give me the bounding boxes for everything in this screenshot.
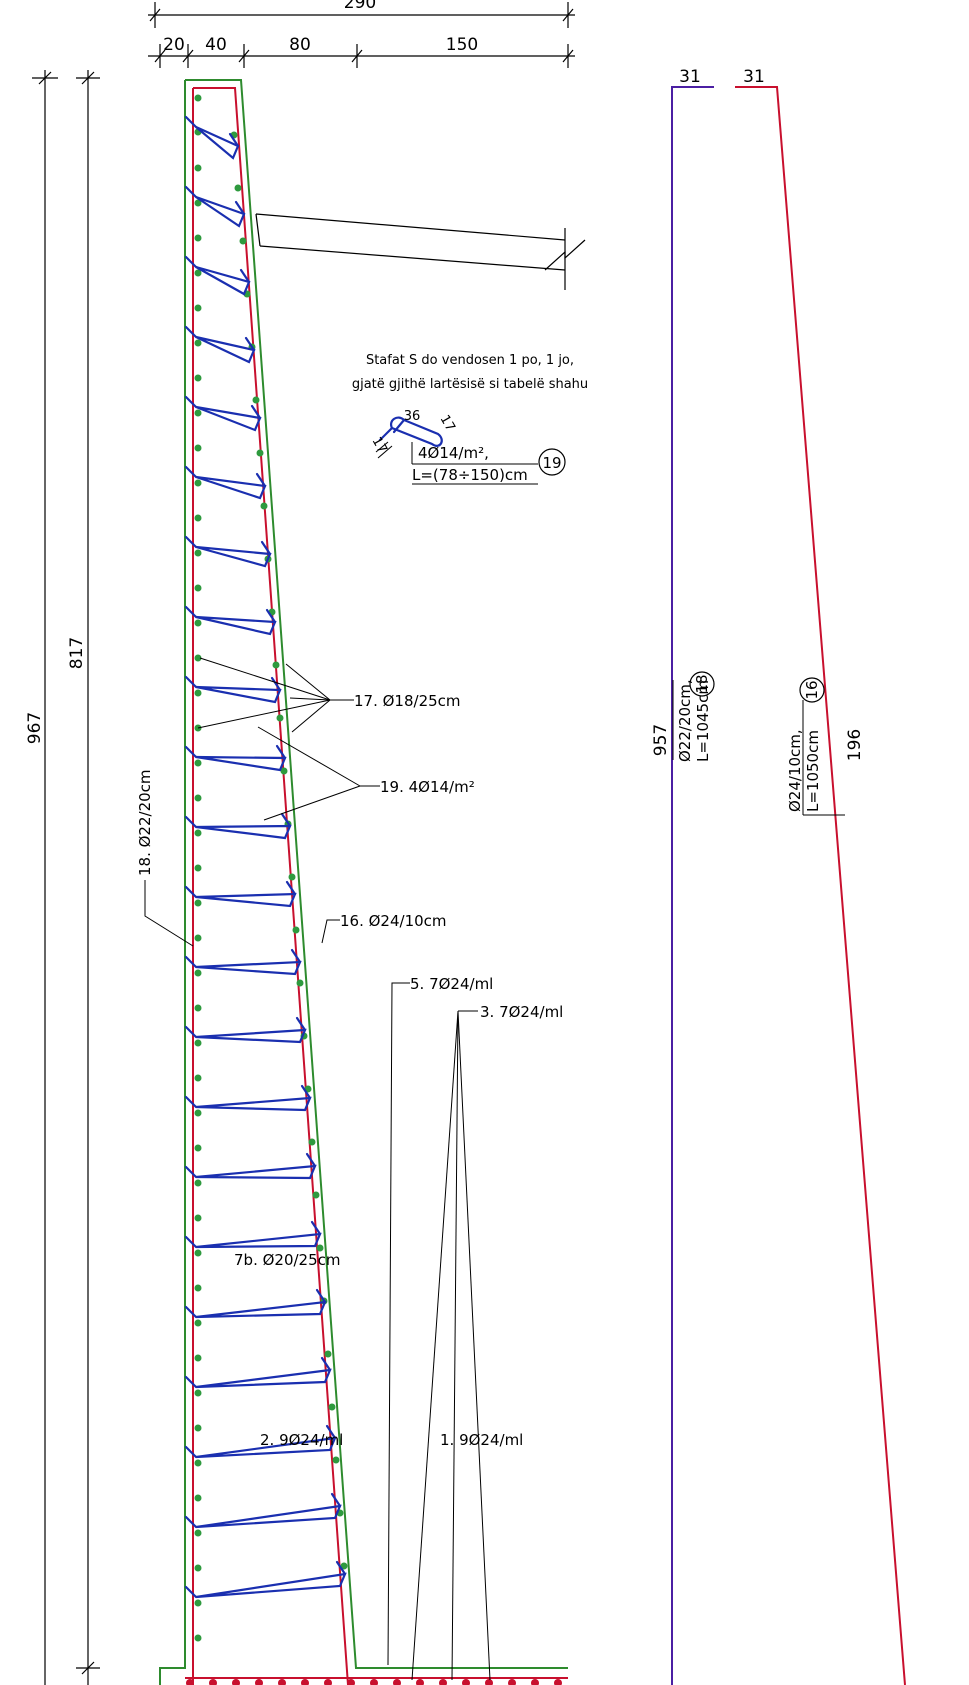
bar-16-spec: Ø24/10cm, bbox=[786, 729, 804, 812]
stirrup-dim-a: 36 bbox=[404, 409, 421, 424]
dim-left-total: 967 bbox=[25, 712, 45, 744]
wall-inner-face bbox=[159, 80, 186, 1685]
bar-18-length: L=1045cm bbox=[694, 680, 712, 762]
bar-18-schedule-shape bbox=[671, 86, 714, 1685]
label-17: 17. Ø18/25cm bbox=[354, 692, 461, 710]
bar-16-schedule-shape bbox=[735, 86, 906, 1685]
dim-top-total: 290 bbox=[344, 0, 376, 13]
leader-19 bbox=[257, 726, 380, 821]
label-18: 18. Ø22/20cm bbox=[136, 769, 154, 876]
dim-top-seg-3: 80 bbox=[289, 35, 311, 55]
note-line-2: gjatë gjithë lartësisë si tabelë shahu bbox=[352, 377, 588, 392]
bar-18-top-leg: 31 bbox=[679, 67, 701, 87]
stirrup-detail-ticks bbox=[375, 441, 538, 485]
stirrup-mark: 19 bbox=[542, 454, 561, 472]
stirrup-dim-c: 17 bbox=[369, 435, 390, 457]
bar-18-spec: Ø22/20cm, bbox=[676, 679, 694, 762]
stirrup-spec: 4Ø14/m², bbox=[418, 444, 489, 462]
leader-3 bbox=[411, 1010, 491, 1681]
dim-top-seg-1: 20 bbox=[163, 35, 185, 55]
stirrups-19 bbox=[184, 115, 347, 1599]
bar-16-length: L=1050cm bbox=[804, 730, 822, 812]
leader-16 bbox=[321, 919, 340, 944]
label-19: 19. 4Ø14/m² bbox=[380, 778, 475, 796]
dim-left-wall: 817 bbox=[67, 637, 87, 669]
leader-18 bbox=[144, 880, 194, 947]
bar-16-mark-circle bbox=[799, 677, 825, 703]
bar-16-main bbox=[193, 87, 349, 1685]
wall-outline bbox=[185, 79, 380, 1669]
stirrup-mark-circle bbox=[538, 448, 566, 476]
bar-18-height: 957 bbox=[651, 724, 671, 756]
label-16: 16. Ø24/10cm bbox=[340, 912, 447, 930]
leader-17 bbox=[197, 657, 354, 733]
distribution-bars-inner bbox=[194, 94, 202, 1642]
note-line-1: Stafat S do vendosen 1 po, 1 jo, bbox=[366, 353, 574, 368]
bar-18-mark-circle bbox=[689, 671, 715, 697]
label-7b: 7b. Ø20/25cm bbox=[234, 1251, 341, 1269]
dim-top-seg-2: 40 bbox=[205, 35, 227, 55]
label-3: 3. 7Ø24/ml bbox=[480, 1003, 563, 1021]
leader-5 bbox=[387, 982, 410, 1666]
bar-16-top-leg: 31 bbox=[743, 67, 765, 87]
left-dimension-lines bbox=[32, 70, 100, 1685]
stirrup-length: L=(78÷150)cm bbox=[412, 466, 528, 484]
connection-beam bbox=[255, 213, 586, 290]
label-1: 1. 9Ø24/ml bbox=[440, 1431, 523, 1449]
base-top-bars bbox=[186, 1679, 562, 1685]
bar-18-mark: 18 bbox=[693, 674, 711, 693]
bar-16-mark: 16 bbox=[803, 680, 821, 699]
stirrup-detail-shape bbox=[378, 416, 443, 447]
dim-top-seg-4: 150 bbox=[446, 35, 478, 55]
top-dimension-lines bbox=[148, 2, 575, 68]
stirrup-dim-b: 17 bbox=[437, 413, 458, 435]
label-2: 2. 9Ø24/ml bbox=[260, 1431, 343, 1449]
label-5: 5. 7Ø24/ml bbox=[410, 975, 493, 993]
bar-16-height: 196 bbox=[845, 729, 865, 761]
